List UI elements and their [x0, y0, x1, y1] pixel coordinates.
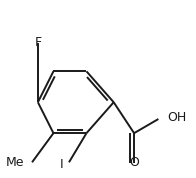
Text: Me: Me: [6, 156, 24, 169]
Text: OH: OH: [167, 111, 186, 124]
Text: O: O: [129, 156, 139, 169]
Text: I: I: [60, 158, 63, 171]
Text: F: F: [34, 36, 41, 49]
